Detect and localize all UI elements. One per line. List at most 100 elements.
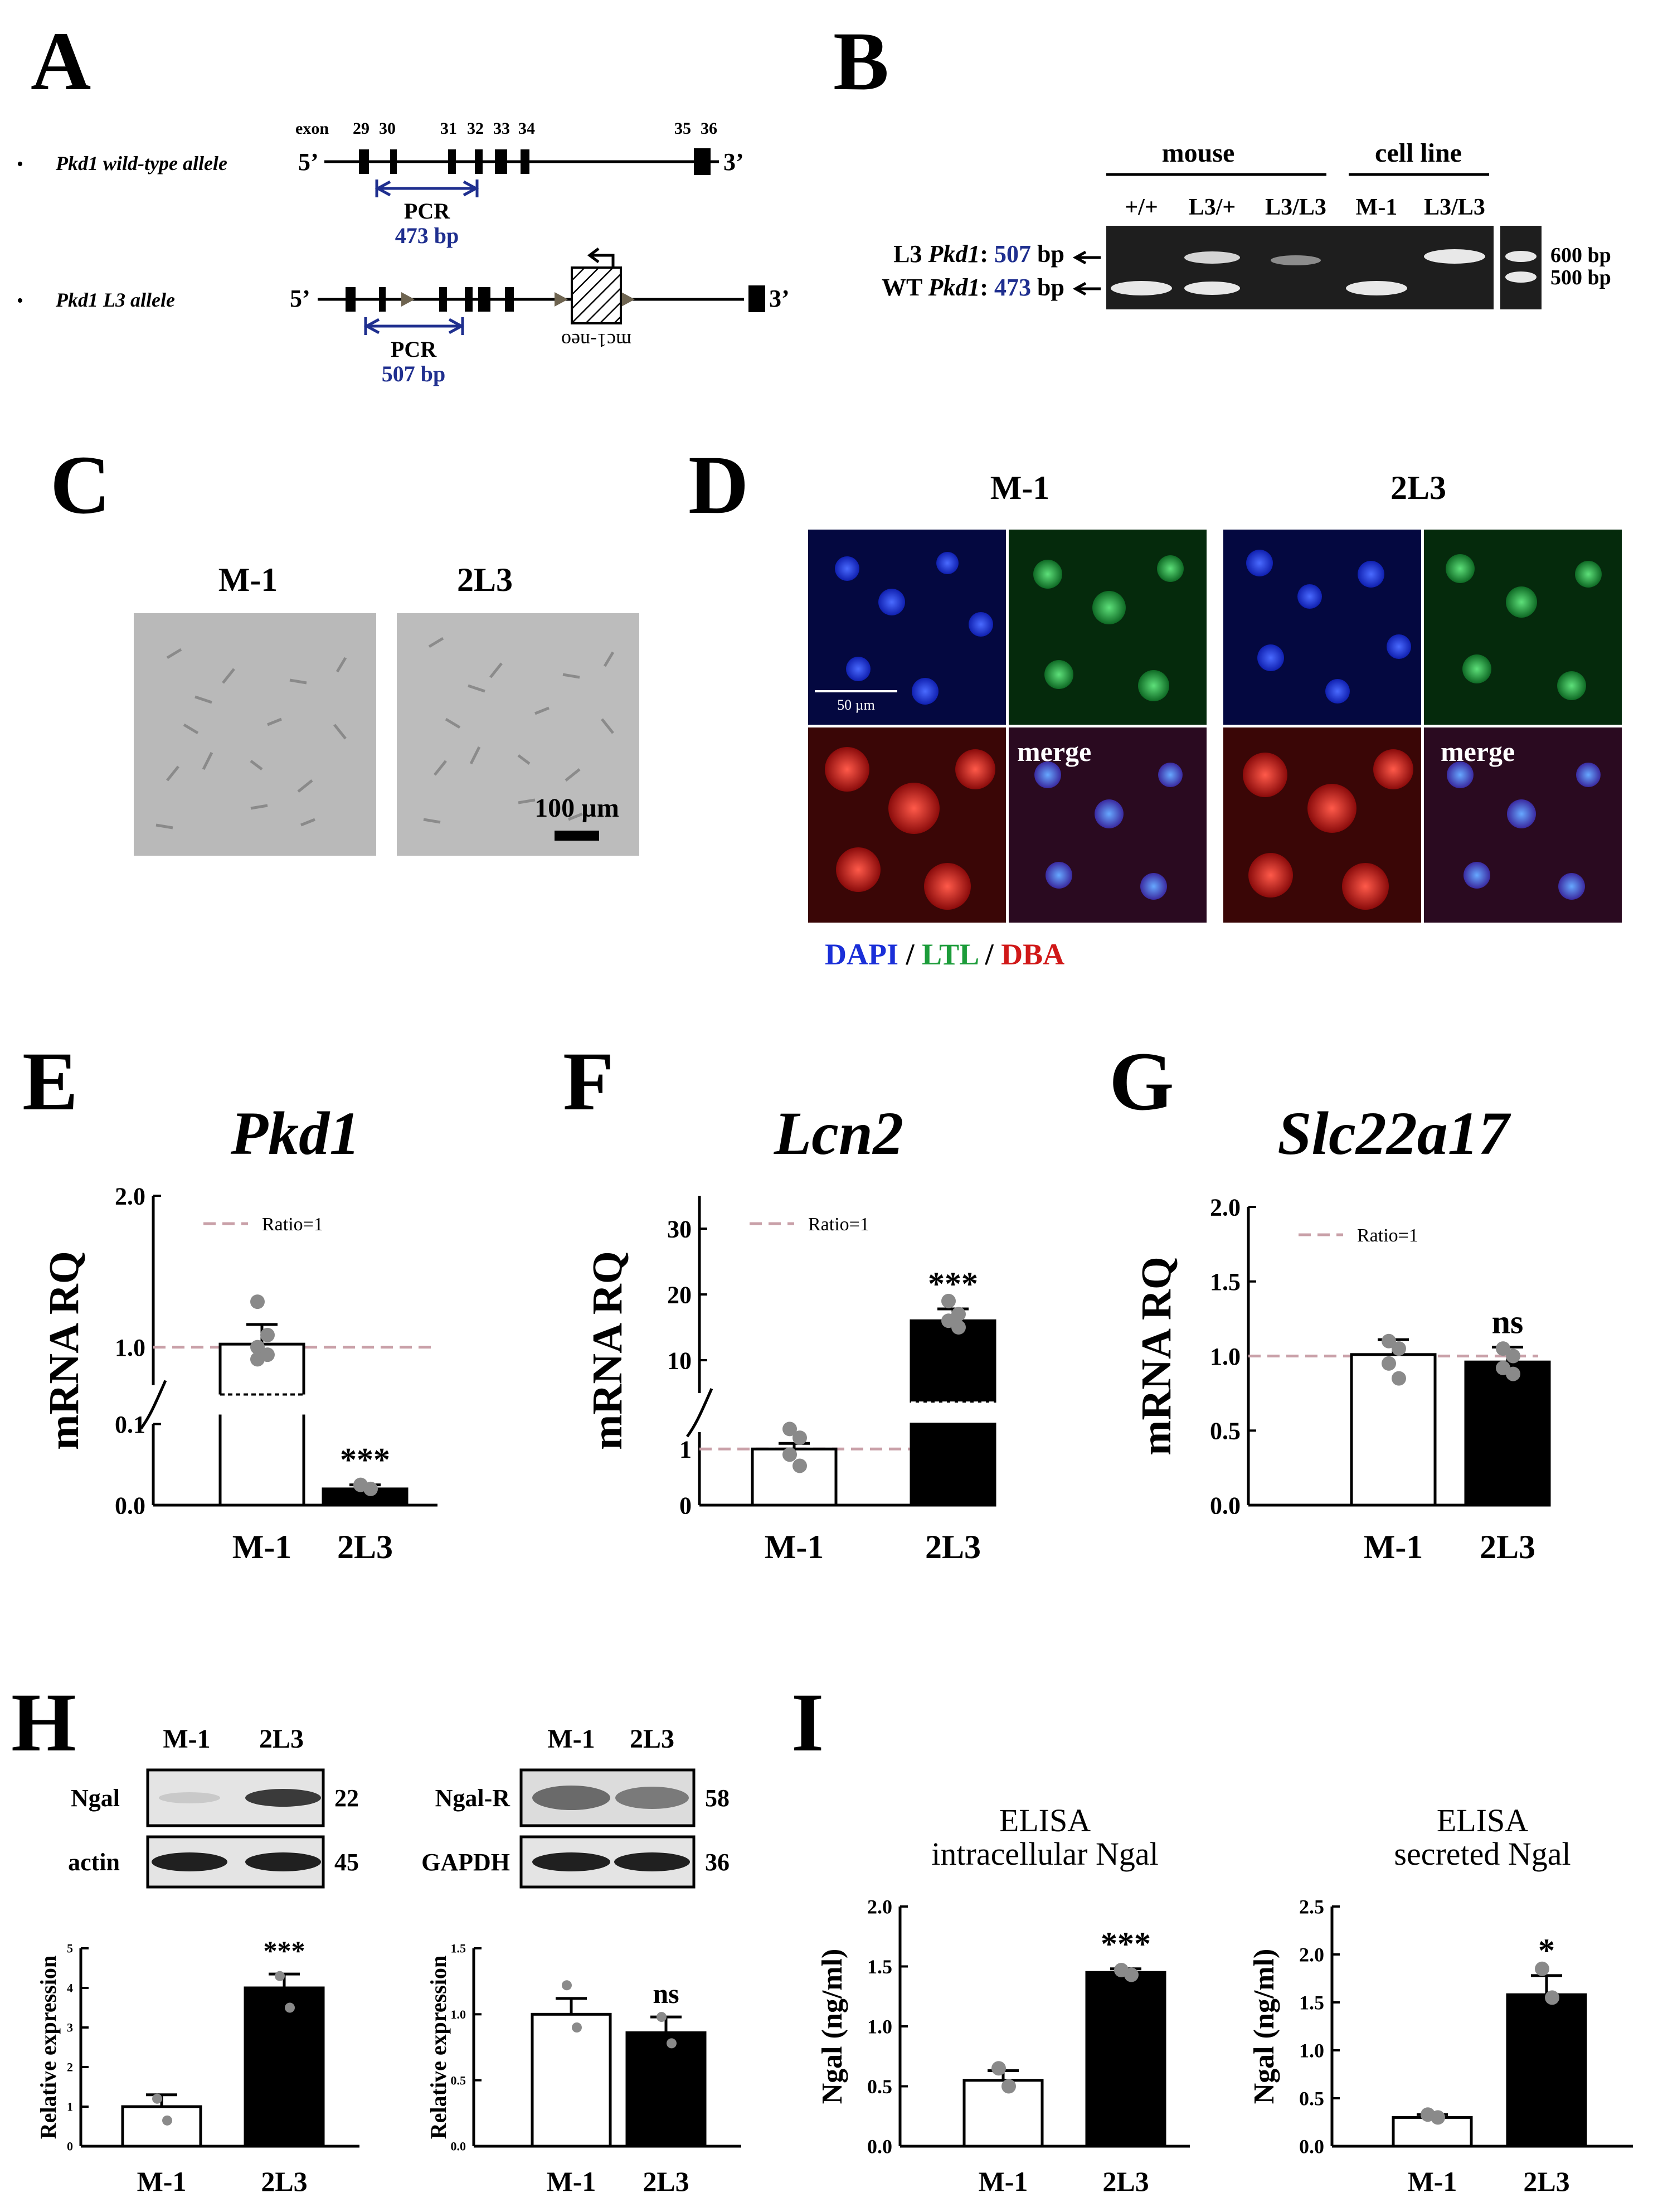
- y-tick-label: 2.0: [867, 1896, 892, 1918]
- blot-left-kda-2: 45: [334, 1849, 359, 1876]
- y-tick-label: 0.0: [115, 1492, 145, 1519]
- exon-30: 30: [379, 119, 396, 138]
- y-tick-label: 0.0: [867, 2136, 892, 2158]
- ladder-600: 600 bp: [1550, 244, 1611, 267]
- data-point: [951, 1320, 966, 1335]
- axis-break-mark: [139, 1380, 167, 1429]
- significance-label: ***: [928, 1265, 978, 1302]
- y-tick-label: 1.0: [451, 2007, 466, 2021]
- lane-label-1: +/+: [1125, 195, 1158, 220]
- c-label-2l3: 2L3: [457, 561, 513, 598]
- bar-break-gap: [218, 1394, 306, 1415]
- data-point: [667, 2038, 677, 2049]
- exon-32: 32: [467, 119, 484, 138]
- data-point: [1535, 1961, 1549, 1976]
- y-tick-label: 0.0: [451, 2140, 466, 2153]
- y-tick-label: 0.5: [1299, 2088, 1324, 2110]
- y-tick-label: 5: [67, 1942, 73, 1956]
- bar: [531, 2012, 612, 2148]
- category-label: 2L3: [925, 1529, 981, 1565]
- chart-slc22a17: 0.0 0.5 1.0 1.5 2.0 Ratio=1 M-1 ns 2L3 mRNA RQ Slc…: [1109, 1035, 1551, 1565]
- chart-title-line: secreted Ngal: [1394, 1836, 1571, 1872]
- exon-36: 36: [701, 119, 717, 138]
- y-tick-label: 1.5: [1210, 1268, 1241, 1296]
- y-tick-label: 10: [667, 1347, 692, 1374]
- chart-lcn2: 0 1 10 20 30 Ratio=1 M-1 *** 2L3 mRNA RQ Lcn2 F: [563, 1035, 997, 1565]
- data-point: [363, 1481, 378, 1496]
- band-l3-label: L3 Pkd1: 507 bp: [893, 240, 1064, 268]
- exon-numbers: 29 30 31 32 33 34 35 36: [353, 119, 717, 138]
- mc1-neo-cassette: [571, 266, 622, 324]
- data-point: [162, 2115, 172, 2126]
- significance-label: ***: [340, 1442, 390, 1478]
- chart-title-line: ELISA: [1437, 1802, 1528, 1839]
- legend-label: Ratio=1: [808, 1214, 869, 1235]
- brightfield-2l3: [397, 613, 639, 856]
- lane-label-3: L3/L3: [1265, 195, 1326, 220]
- y-tick-label: 3: [67, 2021, 73, 2035]
- legend-label: Ratio=1: [262, 1214, 323, 1235]
- exon-35: 35: [674, 119, 691, 138]
- chart-intracellular-ngal: 0.0 0.5 1.0 1.5 2.0 M-1 *** 2L3 Ngal (ng/ml) ELIS…: [816, 1802, 1190, 2197]
- y-axis-label: Relative expression: [426, 1956, 451, 2139]
- bar: [121, 2105, 202, 2148]
- blot-left-lane-2: 2L3: [259, 1724, 304, 1754]
- y-tick-label: 0.5: [451, 2073, 466, 2087]
- l3-allele-label: Pkd1 L3 allele: [55, 289, 175, 311]
- l3-three-prime: 3’: [769, 285, 790, 312]
- d-stain-legend: DAPI / LTL / DBA: [825, 938, 1064, 971]
- d-merge-label-2l3: merge: [1441, 736, 1515, 767]
- data-point: [782, 1447, 797, 1462]
- loxp-sites: [401, 292, 635, 307]
- bar: [1085, 1971, 1166, 2148]
- d-merge-label-m1: merge: [1017, 736, 1091, 767]
- significance-label: *: [1538, 1932, 1555, 1969]
- data-point: [782, 1422, 797, 1437]
- wt-five-prime: 5’: [298, 148, 319, 176]
- l3-pcr-size: 507 bp: [382, 361, 446, 386]
- exon-29: 29: [353, 119, 369, 138]
- y-tick-label: 0: [679, 1492, 692, 1519]
- data-point: [657, 2012, 667, 2022]
- d-label-m1: M-1: [990, 469, 1050, 506]
- chart-title: Pkd1: [230, 1099, 360, 1167]
- data-point: [562, 1980, 572, 1991]
- y-axis-label: mRNA RQ: [41, 1251, 87, 1450]
- significance-label: ns: [1492, 1303, 1524, 1340]
- blot-left-kda-1: 22: [334, 1784, 359, 1812]
- category-label: M-1: [979, 2166, 1028, 2197]
- y-tick-label: 2: [67, 2060, 73, 2074]
- blot-right-row-2: GAPDH: [421, 1849, 510, 1876]
- category-label: 2L3: [1102, 2166, 1149, 2197]
- blot-left-row-1: Ngal: [71, 1784, 120, 1812]
- bar: [218, 1342, 305, 1507]
- ladder-500: 500 bp: [1550, 266, 1611, 289]
- exon-word: exon: [295, 119, 329, 138]
- wt-pcr-arrow: [375, 180, 479, 197]
- y-axis-label: Ngal (ng/ml): [816, 1949, 848, 2104]
- panel-c: C M-1 2L3 100 µm: [50, 439, 639, 856]
- wt-pcr-word: PCR: [404, 198, 450, 224]
- data-point: [250, 1294, 265, 1309]
- group-mouse: mouse: [1162, 138, 1235, 168]
- y-axis-label: Relative expression: [36, 1956, 61, 2139]
- y-tick-label: 1.0: [1210, 1343, 1241, 1370]
- chart-title-line: intracellular Ngal: [931, 1836, 1158, 1872]
- panel-letter-b: B: [833, 15, 889, 108]
- y-axis-label: Ngal (ng/ml): [1248, 1949, 1280, 2104]
- panel-a: A exon 29 30 31 32 33 34 35 36 • Pkd1 wi…: [17, 15, 790, 386]
- data-point: [1545, 1990, 1559, 2005]
- band-wt-label: WT Pkd1: 473 bp: [882, 274, 1064, 301]
- data-point: [250, 1340, 265, 1355]
- panel-letter-d: D: [688, 439, 748, 531]
- category-label: 2L3: [1480, 1529, 1535, 1565]
- data-point: [1506, 1348, 1520, 1364]
- y-tick-label: 2.0: [115, 1182, 145, 1210]
- data-point: [1506, 1366, 1520, 1381]
- lane-label-2: L3/+: [1189, 195, 1236, 220]
- group-cell-line: cell line: [1375, 138, 1462, 168]
- wt-three-prime: 3’: [723, 148, 744, 176]
- category-label: 2L3: [1523, 2166, 1569, 2197]
- category-label: M-1: [1408, 2166, 1457, 2197]
- panel-letter-i: I: [791, 1676, 824, 1769]
